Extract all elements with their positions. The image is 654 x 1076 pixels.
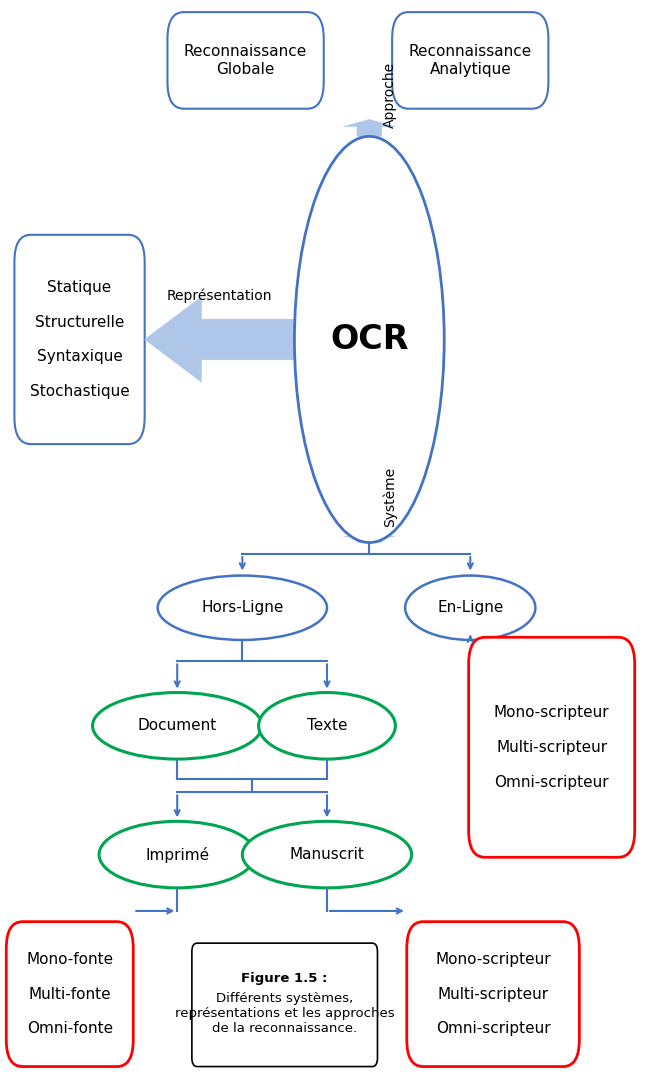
Ellipse shape [99,821,255,888]
Text: Document: Document [137,719,217,734]
Ellipse shape [258,693,396,759]
Text: Mono-fonte

Multi-fonte

Omni-fonte: Mono-fonte Multi-fonte Omni-fonte [26,952,113,1036]
Text: Reconnaissance
Analytique: Reconnaissance Analytique [409,44,532,76]
Text: Système: Système [383,467,397,527]
Ellipse shape [294,137,444,542]
Text: Différents systèmes,
représentations et les approches
de la reconnaissance.: Différents systèmes, représentations et … [175,992,394,1035]
Ellipse shape [93,693,262,759]
Text: Imprimé: Imprimé [145,847,209,863]
Ellipse shape [243,821,411,888]
Polygon shape [145,297,294,382]
FancyBboxPatch shape [192,944,377,1066]
Text: Approche: Approche [383,61,396,128]
Text: Manuscrit: Manuscrit [290,847,364,862]
Polygon shape [343,533,395,542]
FancyBboxPatch shape [392,12,549,109]
Text: Reconnaissance
Globale: Reconnaissance Globale [184,44,307,76]
Text: Texte: Texte [307,719,347,734]
Polygon shape [343,119,395,137]
Text: Figure 1.5 :: Figure 1.5 : [241,972,328,985]
FancyBboxPatch shape [7,922,133,1066]
FancyBboxPatch shape [407,922,579,1066]
Text: Mono-scripteur

Multi-scripteur

Omni-scripteur: Mono-scripteur Multi-scripteur Omni-scri… [494,705,610,790]
Text: Mono-scripteur

Multi-scripteur

Omni-scripteur: Mono-scripteur Multi-scripteur Omni-scri… [436,952,551,1036]
FancyBboxPatch shape [14,235,145,444]
Text: Représentation: Représentation [167,288,272,303]
FancyBboxPatch shape [167,12,324,109]
Text: En-Ligne: En-Ligne [437,600,504,615]
FancyBboxPatch shape [469,637,634,858]
Text: Hors-Ligne: Hors-Ligne [201,600,284,615]
Text: Statique

Structurelle

Syntaxique

Stochastique: Statique Structurelle Syntaxique Stochas… [29,280,129,399]
Ellipse shape [158,576,327,640]
Ellipse shape [405,576,536,640]
Text: OCR: OCR [330,323,409,356]
